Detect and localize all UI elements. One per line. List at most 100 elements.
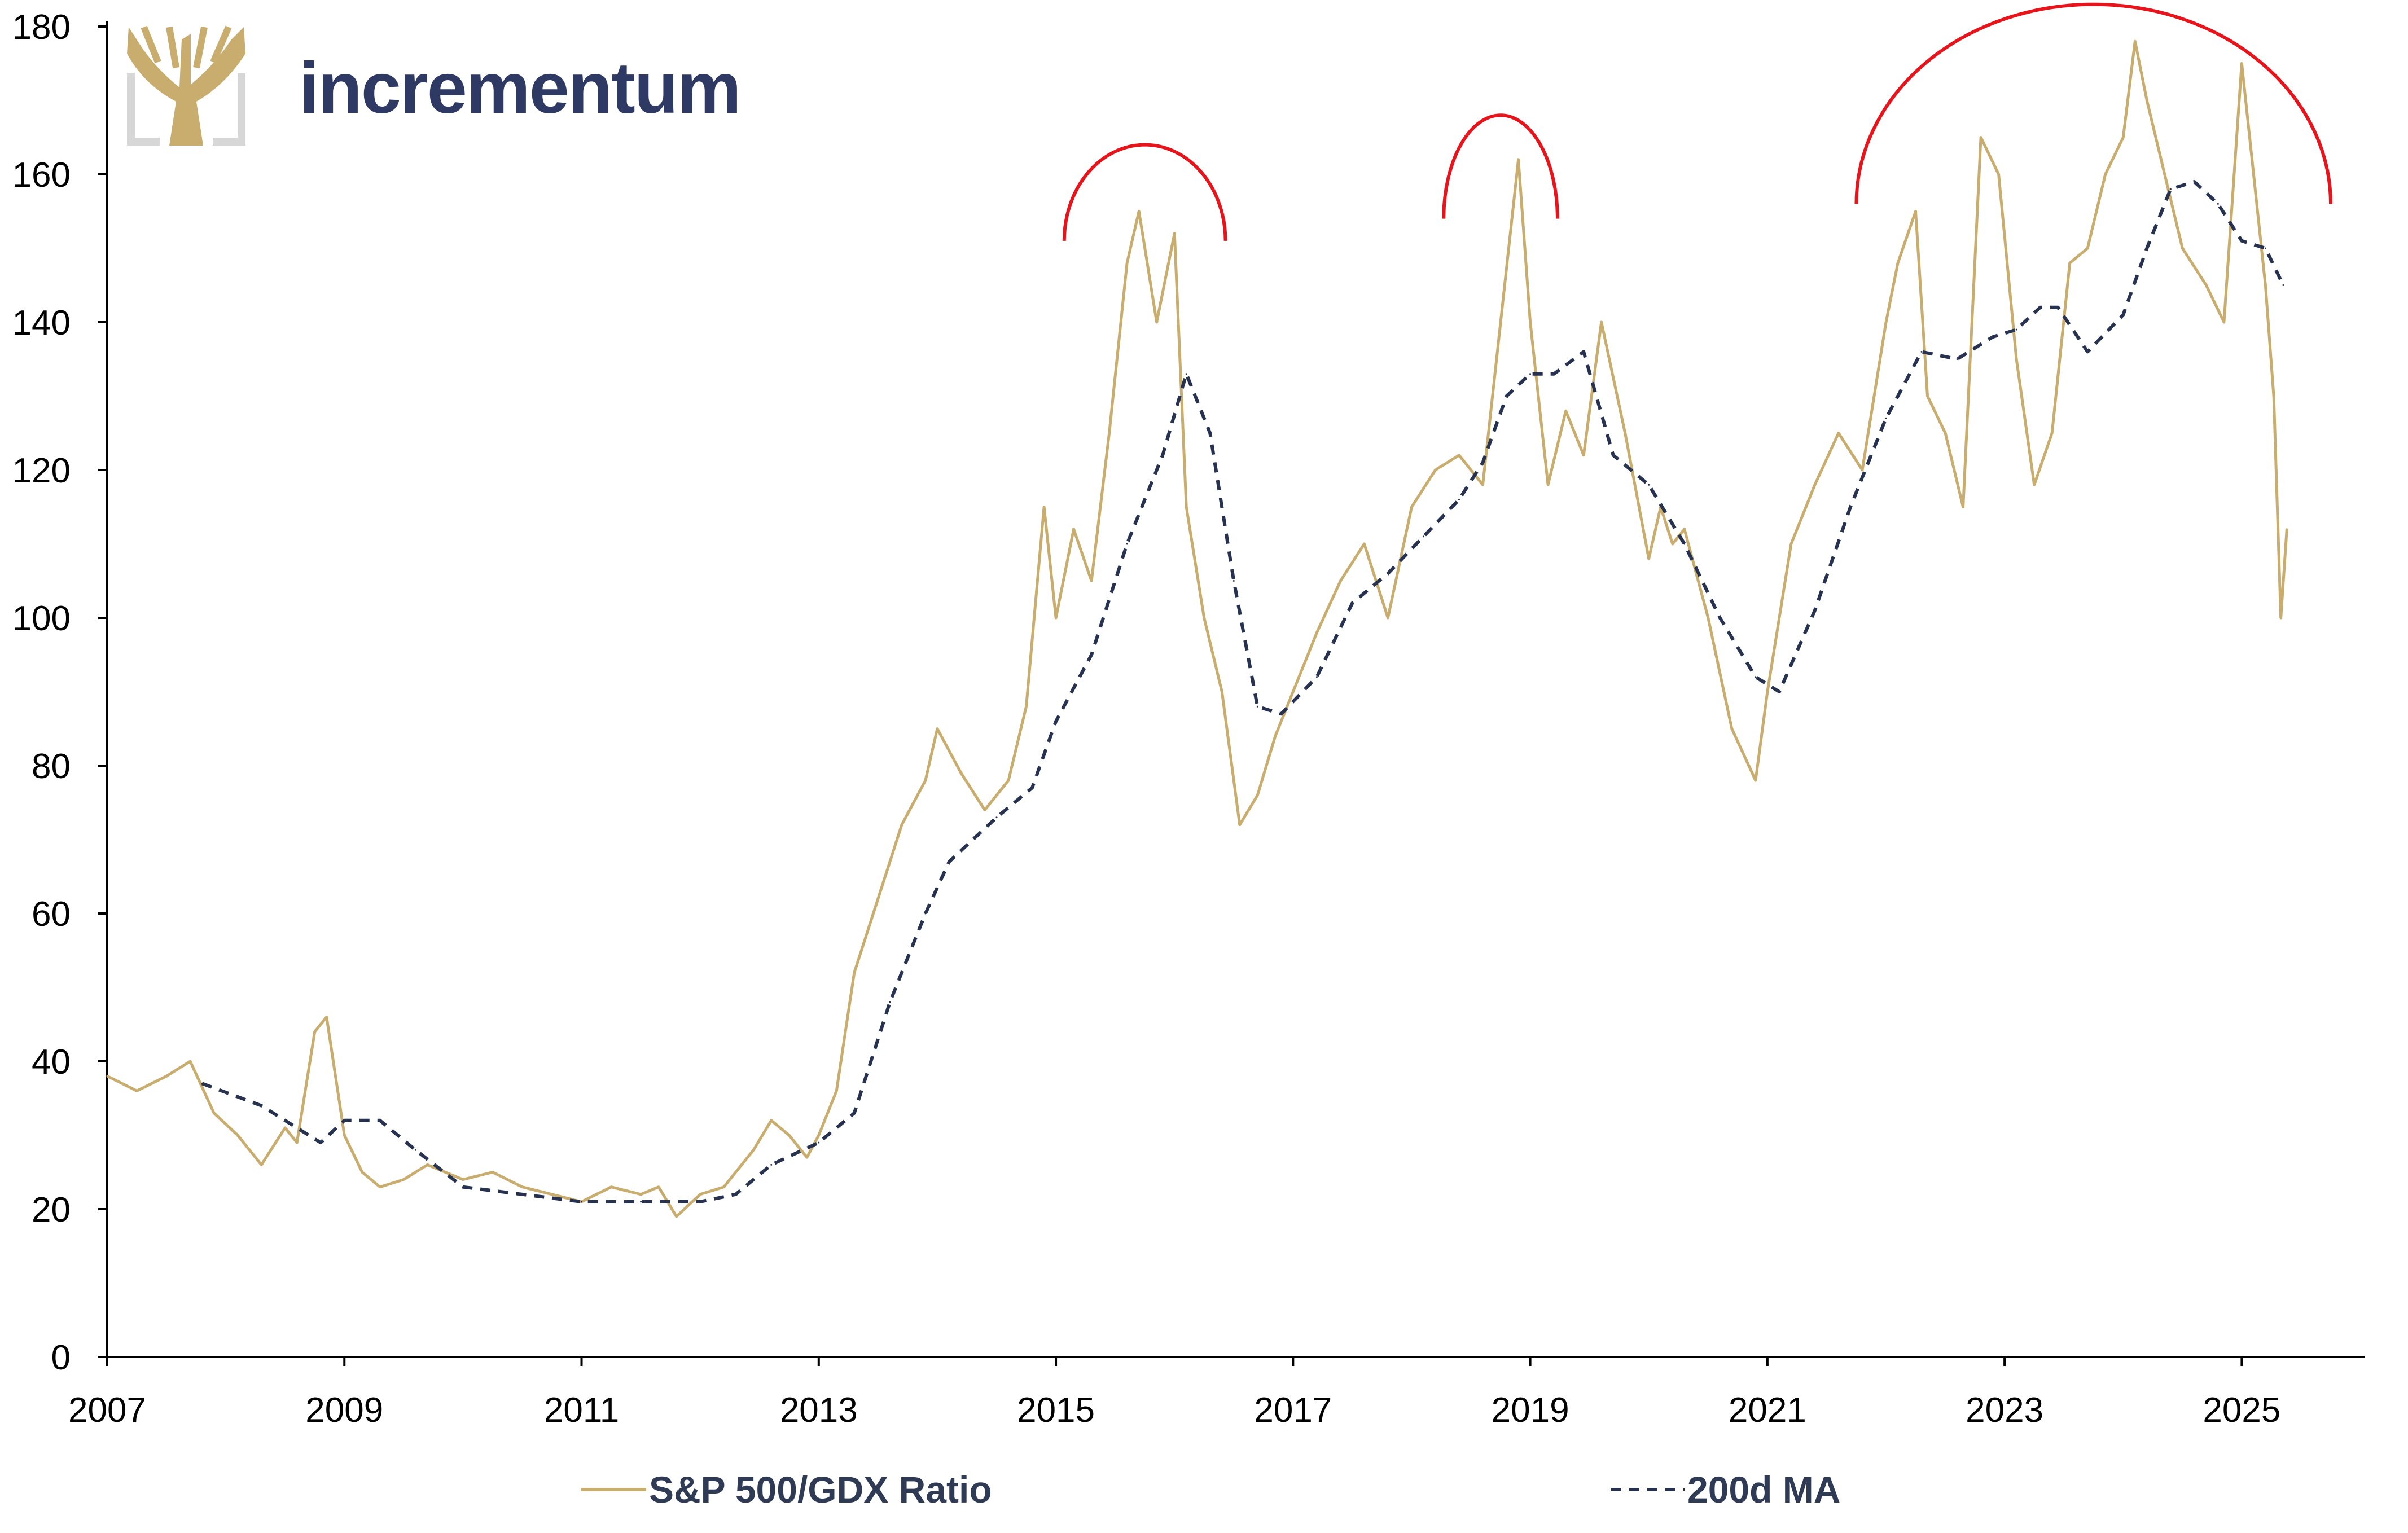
data-point <box>699 1193 701 1196</box>
x-tick-label: 2015 <box>1017 1391 1095 1430</box>
data-point <box>1239 824 1241 826</box>
data-point <box>1778 691 1780 693</box>
data-point <box>1565 410 1567 412</box>
legend: S&P 500/GDX Ratio 200d MA <box>581 1469 1840 1510</box>
data-point <box>165 1075 168 1077</box>
data-point <box>1351 602 1353 604</box>
data-point <box>2205 284 2207 286</box>
data-point <box>1280 713 1282 715</box>
data-point <box>2282 284 2284 286</box>
highlight-arc <box>1062 143 1227 241</box>
data-point <box>2122 137 2124 138</box>
data-point <box>1861 469 1863 471</box>
data-point <box>136 1090 138 1092</box>
data-point <box>314 1031 316 1033</box>
data-point <box>1648 557 1650 560</box>
data-point <box>2015 358 2017 360</box>
data-point <box>1387 572 1389 574</box>
data-point <box>770 1163 773 1166</box>
legend-label-ma: 200d MA <box>1687 1469 1840 1510</box>
data-point <box>835 1090 837 1092</box>
data-point <box>521 1186 523 1188</box>
data-point <box>1482 462 1484 464</box>
data-point <box>1126 543 1128 545</box>
legend-label-ratio: S&P 500/GDX Ratio <box>649 1469 992 1510</box>
data-point <box>752 1149 755 1151</box>
data-point <box>361 1171 363 1173</box>
data-point <box>1980 137 1982 138</box>
data-point <box>106 1075 108 1077</box>
data-point <box>462 1179 464 1181</box>
data-point <box>521 1193 523 1196</box>
data-point <box>2217 203 2219 205</box>
x-tick-label: 2019 <box>1492 1391 1569 1430</box>
data-point <box>770 1119 773 1122</box>
data-point <box>2051 432 2053 434</box>
data-point <box>1156 321 1158 323</box>
data-point <box>2240 240 2243 242</box>
data-point <box>1517 159 1520 161</box>
data-point <box>1339 580 1341 582</box>
data-point <box>1410 506 1413 508</box>
data-point <box>948 860 950 863</box>
data-point <box>1387 617 1389 619</box>
y-tick-label: 120 <box>12 451 71 490</box>
data-point <box>2169 188 2172 190</box>
data-point <box>213 1112 215 1114</box>
data-point <box>1612 454 1615 456</box>
data-point <box>1814 609 1816 612</box>
y-tick-label: 0 <box>51 1338 71 1377</box>
data-point <box>1920 350 1923 353</box>
data-point <box>1173 232 1176 235</box>
data-point <box>462 1186 464 1188</box>
data-point <box>2286 528 2288 530</box>
data-point <box>201 1082 203 1084</box>
data-point <box>788 1134 790 1136</box>
data-point <box>2240 63 2243 64</box>
data-point <box>1422 535 1424 538</box>
data-point <box>343 1119 345 1122</box>
data-point <box>1944 432 1946 434</box>
data-point <box>379 1186 381 1188</box>
data-point <box>1915 210 1917 212</box>
y-tick-label: 60 <box>32 895 71 934</box>
data-point <box>379 1119 381 1122</box>
data-point <box>2122 314 2124 316</box>
data-point <box>699 1201 701 1203</box>
data-point <box>551 1193 553 1196</box>
data-point <box>2146 99 2148 102</box>
data-point <box>1837 432 1840 434</box>
data-point <box>924 779 927 781</box>
data-point <box>1814 484 1816 486</box>
data-point <box>1232 580 1235 582</box>
data-point <box>2015 328 2017 331</box>
data-point <box>2086 350 2089 353</box>
data-point <box>260 1163 262 1166</box>
data-point <box>1624 432 1626 434</box>
data-point <box>1292 691 1294 693</box>
data-point <box>1315 631 1318 634</box>
data-point <box>1885 321 1887 323</box>
data-point <box>1055 720 1057 722</box>
data-point <box>1582 350 1585 353</box>
data-point <box>936 728 938 730</box>
data-point <box>2264 284 2266 286</box>
data-point <box>1998 173 2000 175</box>
data-point <box>1458 454 1460 456</box>
data-point <box>1529 321 1532 323</box>
data-point <box>1755 779 1757 781</box>
data-point <box>1755 676 1757 678</box>
data-point <box>1256 794 1258 796</box>
data-point <box>1547 484 1549 486</box>
data-point <box>1043 506 1045 508</box>
plot-area: 0 20 40 60 80 100 120 140 160 180 2007 2009 2011 2013… <box>12 5 2365 1430</box>
x-tick-label: 2009 <box>305 1391 383 1430</box>
data-point <box>924 912 927 915</box>
data-point <box>1849 506 1852 508</box>
data-point <box>818 1141 820 1144</box>
data-point <box>1956 358 1958 360</box>
x-tick-label: 2025 <box>2203 1391 2280 1430</box>
data-point <box>1506 395 1508 397</box>
data-point <box>1927 395 1929 397</box>
data-point <box>1185 373 1187 375</box>
